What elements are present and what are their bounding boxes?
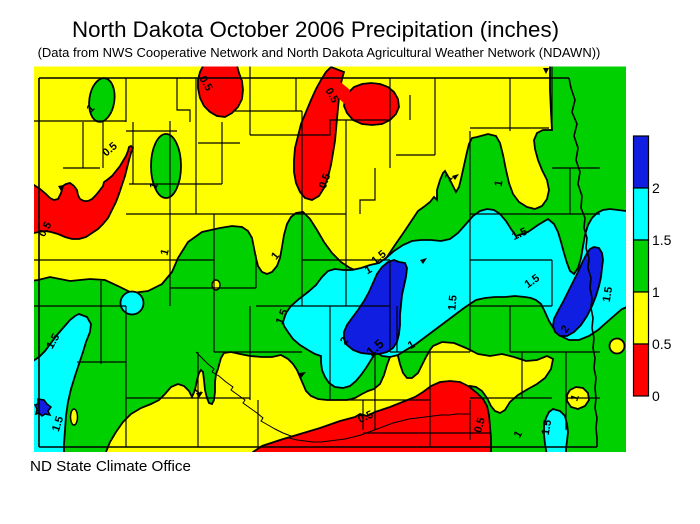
svg-text:1.5: 1.5	[652, 232, 672, 248]
svg-text:1: 1	[406, 339, 417, 352]
svg-text:1.5: 1.5	[274, 308, 291, 327]
svg-text:2: 2	[652, 180, 660, 196]
svg-text:1.5: 1.5	[510, 226, 529, 243]
svg-text:1: 1	[568, 393, 581, 403]
svg-text:1: 1	[512, 429, 525, 440]
svg-text:1: 1	[493, 179, 506, 187]
svg-text:0.5: 0.5	[652, 336, 672, 352]
svg-text:1.5: 1.5	[540, 419, 554, 436]
svg-text:1: 1	[159, 248, 172, 257]
svg-text:0.5: 0.5	[356, 409, 375, 426]
svg-text:0: 0	[652, 388, 660, 404]
svg-text:1: 1	[363, 264, 374, 277]
svg-text:1: 1	[147, 181, 160, 191]
svg-text:0.5: 0.5	[472, 416, 488, 434]
svg-text:1.5: 1.5	[50, 415, 66, 433]
svg-text:0.5: 0.5	[317, 172, 334, 190]
svg-text:1.5: 1.5	[601, 286, 615, 303]
svg-text:2: 2	[559, 323, 572, 335]
svg-text:1.5: 1.5	[446, 295, 459, 311]
svg-text:1: 1	[652, 284, 660, 300]
